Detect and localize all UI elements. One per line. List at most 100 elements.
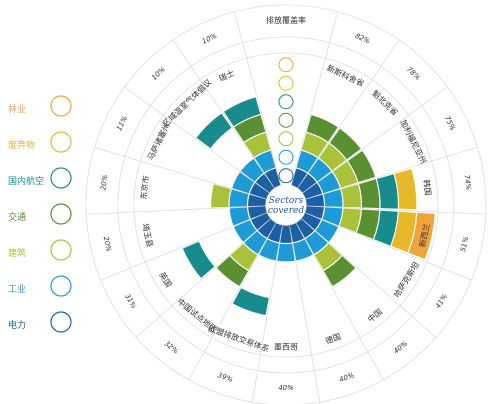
bar-segment (196, 113, 232, 149)
tree-icon (278, 57, 294, 73)
legend-item: 国内航空 (6, 167, 78, 203)
bar-segment (305, 231, 328, 254)
bar-segment (251, 213, 271, 230)
grid-spoke (295, 222, 384, 380)
bar-segment (211, 184, 231, 208)
bar-segment (305, 194, 324, 207)
system-label: 德国 (324, 331, 342, 346)
system-label: 埼玉县 (140, 222, 155, 248)
bar-segment (255, 174, 275, 193)
tree-icon (50, 95, 72, 117)
bar-segment (301, 132, 328, 158)
bar-segment (317, 172, 340, 194)
bar-segment (308, 158, 332, 182)
legend-label: 电力 (8, 321, 27, 331)
system-label: 墨西哥 (274, 343, 298, 352)
bar-segment (374, 210, 398, 246)
coverage-label: 41% (434, 292, 449, 310)
building-icon (50, 239, 72, 261)
grid-spoke (305, 205, 486, 215)
grid-circle (133, 52, 439, 358)
bar-segment (216, 256, 249, 286)
coverage-label: 82% (354, 32, 372, 46)
legend-item: 工业 (6, 275, 78, 311)
bar-segment (232, 172, 255, 194)
bar-segment (323, 256, 356, 286)
power-tower-icon (278, 168, 294, 184)
grid-spoke (135, 217, 272, 338)
bar-segment (259, 239, 279, 261)
legend-label: 工业 (8, 285, 27, 295)
bar-segment (293, 239, 313, 261)
grid-spoke (288, 224, 321, 403)
center-label-line2: covered (268, 206, 304, 216)
bar-segment (277, 243, 295, 262)
chart-header: 排放覆盖率 (266, 15, 306, 25)
bar-segment (254, 150, 276, 173)
bar-segment (230, 243, 258, 270)
coverage-label: 11% (115, 114, 129, 132)
bar-segment (291, 168, 307, 188)
waste-icon (50, 131, 72, 153)
coverage-label: 10% (150, 65, 167, 82)
system-label: 瑞士 (217, 68, 236, 84)
bar-segment (265, 168, 281, 188)
grid-spoke (233, 11, 282, 186)
grid-spoke (290, 11, 339, 186)
bar-segment (306, 115, 338, 142)
bar-segment (319, 143, 346, 171)
coverage-label: 51% (459, 235, 470, 252)
building-icon (278, 131, 294, 147)
bar-segment (302, 183, 323, 199)
grid-spoke (300, 217, 437, 338)
coverage-label: 74% (463, 174, 473, 191)
grid-spoke (188, 222, 277, 380)
bar-segment (182, 241, 215, 278)
grid-spoke (172, 39, 276, 189)
bar-segment (348, 150, 376, 183)
bar-segment (229, 189, 249, 207)
bar-segment (394, 169, 417, 210)
grid-circle (85, 4, 487, 404)
factory-icon (278, 149, 294, 165)
bar-segment (289, 223, 304, 243)
truck-icon (50, 203, 72, 225)
system-label: 东京市 (138, 175, 151, 200)
bar-segment (314, 243, 342, 270)
grid-spoke (100, 212, 268, 281)
bar-segment (240, 158, 264, 182)
coverage-label: 20% (102, 236, 113, 253)
bar-segment (359, 179, 380, 209)
bar-segment (234, 115, 266, 142)
bar-segment (229, 207, 250, 226)
truck-icon (278, 112, 294, 128)
bar-segment (356, 209, 380, 239)
chart-bars (182, 97, 435, 316)
system-label: 哈萨克斯坦 (392, 260, 422, 299)
bar-segment (323, 189, 343, 207)
coverage-label: 40% (278, 384, 294, 392)
bar-segment (232, 288, 269, 316)
system-label: 韩国 (421, 179, 433, 196)
bar-segment (249, 183, 270, 199)
coverage-label: 40% (392, 339, 409, 355)
bar-segment (224, 97, 261, 127)
bar-segment (296, 150, 318, 173)
bar-segment (248, 194, 267, 207)
system-label: 新斯科舍省 (325, 63, 366, 89)
bar-segment (391, 211, 417, 253)
coverage-label: 40% (338, 371, 356, 384)
sector-header-icons (278, 57, 294, 184)
legend-item: 电力 (6, 311, 78, 347)
bar-segment (341, 184, 361, 208)
grid-spoke (94, 146, 267, 200)
coverage-label: 39% (217, 371, 235, 384)
system-label: 英国 (157, 270, 174, 289)
bar-segment (408, 212, 435, 259)
legend-item: 交通 (6, 203, 78, 239)
legend-label: 废弃物 (8, 141, 36, 151)
bar-segment (268, 223, 283, 243)
chart-center: Sectors covered (266, 185, 306, 225)
bar-segment (297, 174, 317, 193)
